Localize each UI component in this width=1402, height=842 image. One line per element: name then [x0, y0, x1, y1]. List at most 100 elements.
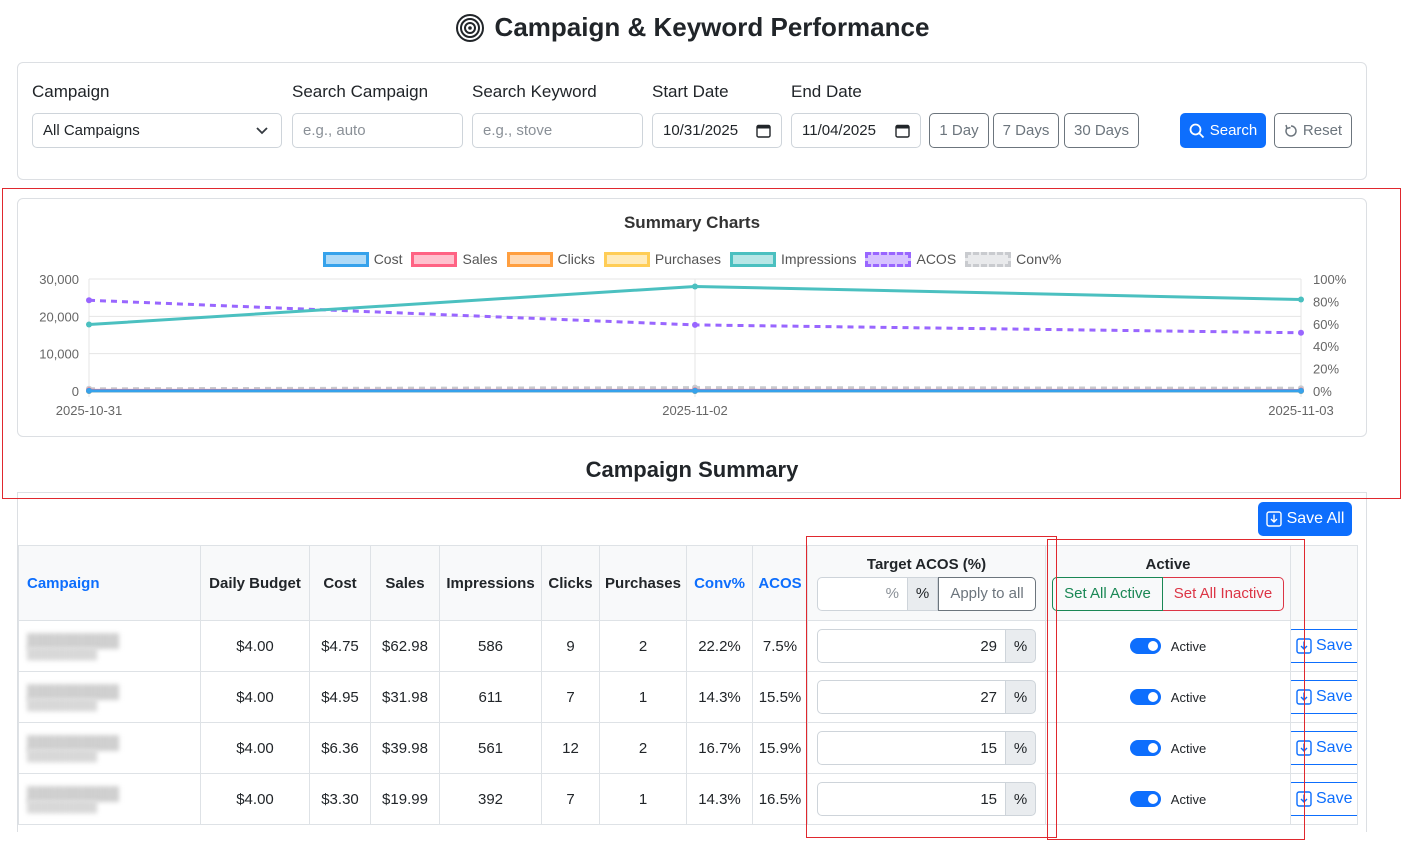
- active-toggle-group: Active: [1046, 740, 1290, 756]
- campaign-name-cell: ██████████ █████████: [18, 620, 201, 672]
- range-1-day-button[interactable]: 1 Day: [929, 113, 989, 148]
- conv-cell: 16.7%: [686, 722, 753, 774]
- start-date-label: Start Date: [652, 82, 729, 101]
- sales-cell: $62.98: [370, 620, 440, 672]
- target-acos-cell: 27 %: [807, 671, 1046, 723]
- apply-to-all-button[interactable]: Apply to all: [938, 576, 1036, 611]
- header-impressions: Impressions: [439, 545, 542, 621]
- daily-budget-cell: $4.00: [200, 671, 310, 723]
- search-keyword-label: Search Keyword: [472, 82, 597, 101]
- search-button-label: Search: [1209, 122, 1258, 139]
- search-campaign-group: Search Campaign: [292, 81, 428, 103]
- daily-budget-cell: $4.00: [200, 620, 310, 672]
- row-save-button[interactable]: Save: [1291, 782, 1357, 816]
- search-keyword-input[interactable]: e.g., stove: [472, 113, 643, 148]
- end-date-label: End Date: [791, 82, 862, 101]
- bulk-acos-input[interactable]: %: [817, 576, 907, 611]
- bulk-active-group: Set All Active Set All Inactive: [1046, 576, 1290, 611]
- legend-label: Conv%: [1016, 251, 1062, 267]
- impressions-cell: 586: [439, 620, 542, 672]
- legend-item[interactable]: ACOS: [865, 251, 956, 267]
- data-point: [1298, 329, 1304, 336]
- set-all-inactive-button[interactable]: Set All Inactive: [1163, 576, 1284, 611]
- acos-cell: 15.5%: [752, 671, 808, 723]
- set-all-active-button[interactable]: Set All Active: [1052, 576, 1163, 611]
- daily-budget-cell: $4.00: [200, 722, 310, 774]
- header-cost: Cost: [309, 545, 371, 621]
- search-button[interactable]: Search: [1180, 113, 1266, 148]
- purchases-cell: 1: [599, 773, 687, 825]
- save-cell: Save: [1290, 620, 1358, 672]
- campaign-select[interactable]: All Campaigns: [32, 113, 282, 148]
- x-tick-label: 2025-11-02: [662, 403, 728, 418]
- target-icon: [455, 13, 484, 42]
- daily-budget-cell: $4.00: [200, 773, 310, 825]
- legend-item[interactable]: Purchases: [603, 251, 721, 267]
- sales-cell: $31.98: [370, 671, 440, 723]
- save-cell: Save: [1290, 773, 1358, 825]
- active-status-label: Active: [1170, 689, 1207, 705]
- data-point: [86, 321, 92, 328]
- active-toggle[interactable]: [1129, 740, 1161, 756]
- header-conv[interactable]: Conv%: [686, 545, 753, 621]
- active-toggle[interactable]: [1129, 689, 1161, 705]
- start-date-input[interactable]: 10/31/2025: [652, 113, 782, 148]
- bulk-acos-suffix: %: [907, 576, 938, 611]
- target-acos-suffix: %: [1005, 629, 1036, 663]
- range-7-days-button[interactable]: 7 Days: [993, 113, 1059, 148]
- end-date-value: 11/04/2025: [802, 122, 876, 139]
- active-cell: Active: [1045, 773, 1291, 825]
- range-30-days-button[interactable]: 30 Days: [1064, 113, 1139, 148]
- legend-item[interactable]: Conv%: [965, 251, 1061, 267]
- x-tick-label: 2025-11-03: [1268, 403, 1334, 418]
- legend-item[interactable]: Cost: [322, 251, 403, 267]
- target-acos-input[interactable]: 27: [817, 680, 1005, 714]
- header-campaign[interactable]: Campaign: [18, 545, 201, 621]
- x-tick-label: 2025-10-31: [56, 403, 123, 418]
- acos-cell: 16.5%: [752, 773, 808, 825]
- purchases-cell: 2: [599, 620, 687, 672]
- calendar-icon[interactable]: [895, 123, 910, 138]
- legend-label: Cost: [373, 251, 403, 267]
- summary-chart-card: Summary Charts Cost Sales Clicks Purchases I…: [17, 198, 1367, 437]
- acos-cell: 15.9%: [752, 722, 808, 774]
- y-right-tick-label: 40%: [1313, 339, 1339, 354]
- reset-button[interactable]: Reset: [1274, 113, 1352, 148]
- data-point: [692, 387, 698, 394]
- y-right-tick-label: 80%: [1313, 294, 1339, 309]
- end-date-group: End Date: [791, 81, 862, 103]
- legend-item[interactable]: Sales: [411, 251, 498, 267]
- header-acos[interactable]: ACOS: [752, 545, 808, 621]
- header-target-acos: Target ACOS (%) % % Apply to all: [807, 545, 1046, 621]
- calendar-icon[interactable]: [756, 123, 771, 138]
- campaign-label: Campaign: [32, 82, 110, 101]
- campaign-select-value: All Campaigns: [43, 122, 140, 139]
- download-icon: [1265, 511, 1282, 527]
- annotation-box-target-acos: [806, 536, 1057, 838]
- row-save-label: Save: [1316, 790, 1353, 807]
- y-right-tick-label: 0%: [1313, 384, 1332, 399]
- legend-item[interactable]: Clicks: [506, 251, 595, 267]
- search-campaign-input[interactable]: e.g., auto: [292, 113, 463, 148]
- search-icon: [1189, 123, 1204, 138]
- impressions-cell: 611: [439, 671, 542, 723]
- cost-cell: $4.75: [309, 620, 371, 672]
- campaign-summary-title: Campaign Summary: [585, 457, 799, 482]
- target-acos-input[interactable]: 29: [817, 629, 1005, 663]
- active-toggle[interactable]: [1129, 791, 1161, 807]
- clicks-cell: 12: [541, 722, 600, 774]
- active-toggle-group: Active: [1046, 638, 1290, 654]
- save-all-button[interactable]: Save All: [1258, 502, 1352, 536]
- target-acos-input[interactable]: 15: [817, 782, 1005, 816]
- target-acos-cell: 15 %: [807, 773, 1046, 825]
- legend-item[interactable]: Impressions: [730, 251, 856, 267]
- target-acos-suffix: %: [1005, 680, 1036, 714]
- active-toggle[interactable]: [1129, 638, 1161, 654]
- end-date-input[interactable]: 11/04/2025: [791, 113, 921, 148]
- row-save-label: Save: [1316, 637, 1353, 654]
- target-acos-input[interactable]: 15: [817, 731, 1005, 765]
- legend-label: Clicks: [557, 251, 595, 267]
- legend-swatch: [411, 251, 458, 267]
- data-point: [86, 297, 92, 304]
- row-save-label: Save: [1316, 688, 1353, 705]
